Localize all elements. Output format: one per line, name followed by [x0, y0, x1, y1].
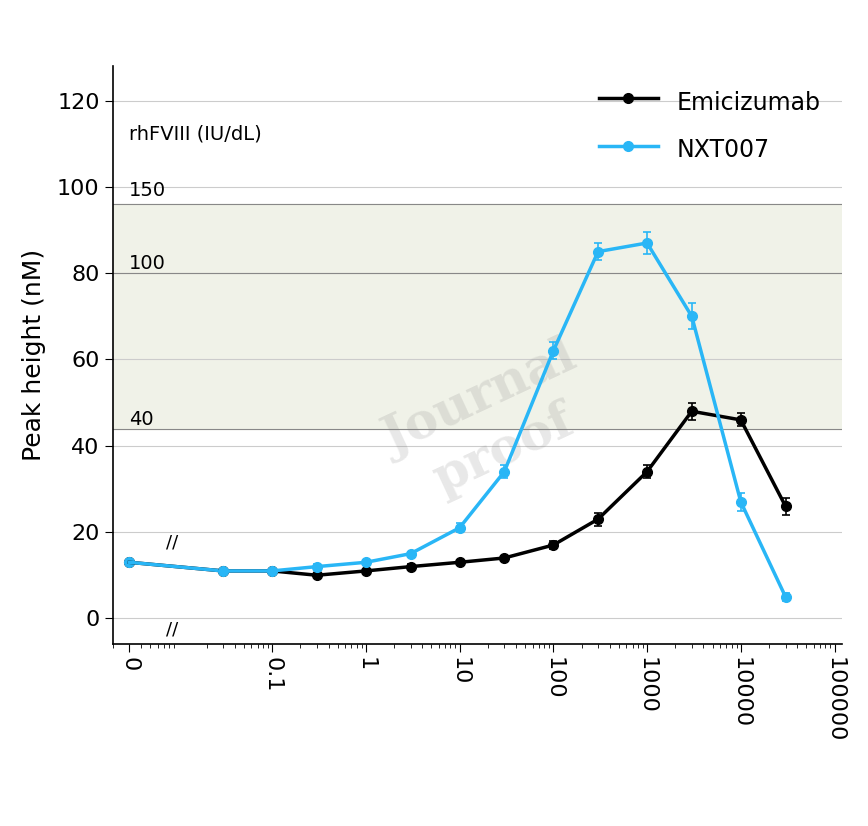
- Text: 150: 150: [129, 181, 167, 200]
- Text: rhFVIII (IU/dL): rhFVIII (IU/dL): [129, 125, 262, 144]
- Text: //: //: [166, 620, 178, 638]
- Text: //: //: [166, 534, 178, 552]
- Bar: [113, 204, 842, 429]
- Y-axis label: Peak height (nM): Peak height (nM): [22, 249, 46, 461]
- Legend: Emicizumab, NXT007: Emicizumab, NXT007: [589, 78, 830, 173]
- Text: 40: 40: [129, 410, 154, 429]
- Text: Journal
proof: Journal proof: [376, 333, 608, 516]
- Text: 100: 100: [129, 254, 166, 273]
